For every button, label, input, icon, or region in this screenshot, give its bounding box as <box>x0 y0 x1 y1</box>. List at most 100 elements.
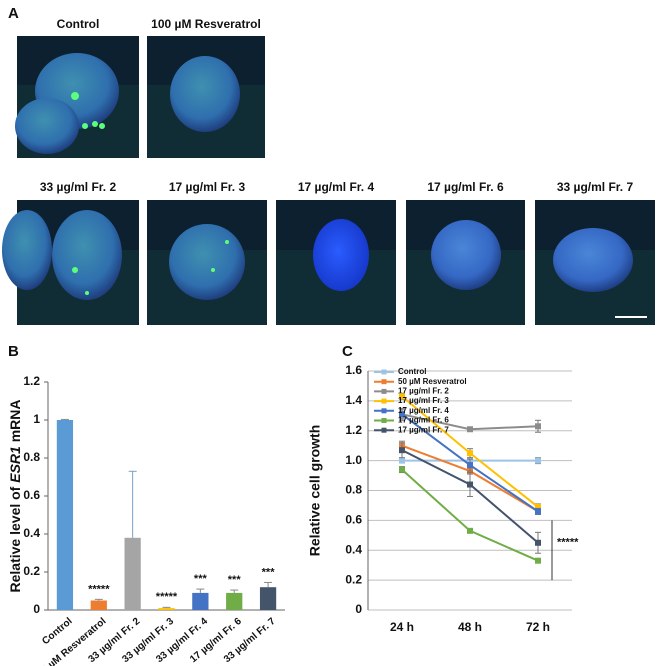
legend-marker <box>381 379 387 385</box>
panel-label: A <box>8 5 19 22</box>
bar <box>56 420 74 610</box>
legend-marker <box>381 388 387 394</box>
foci <box>71 92 79 100</box>
panel-label: C <box>342 343 353 360</box>
legend-label: 17 µg/ml Fr. 2 <box>398 387 449 396</box>
significance-label: ***** <box>156 591 178 603</box>
point <box>535 508 541 515</box>
y-tick-label: 0 <box>355 602 362 616</box>
micrograph <box>276 200 396 325</box>
foci <box>82 123 88 129</box>
x-tick-label: 72 h <box>526 620 550 634</box>
foci <box>211 268 215 272</box>
nucleus <box>169 224 245 300</box>
nucleus <box>170 56 240 132</box>
point <box>399 393 405 400</box>
point <box>399 411 405 418</box>
y-axis-label: Relative cell growth <box>307 425 323 556</box>
bar <box>124 537 141 610</box>
bar <box>259 587 277 610</box>
y-tick-label: 1.2 <box>23 374 40 388</box>
legend-marker <box>381 418 387 423</box>
foci <box>92 121 98 127</box>
point <box>467 481 473 488</box>
image-caption: Control <box>57 17 100 31</box>
significance-label: ***** <box>88 583 110 595</box>
legend-marker <box>381 369 387 375</box>
y-tick-label: 0.8 <box>345 483 362 497</box>
legend-label: 17 µg/ml Fr. 3 <box>398 396 449 405</box>
point <box>535 503 541 510</box>
legend-marker <box>381 408 387 414</box>
legend-marker <box>381 398 387 404</box>
image-caption: 17 µg/ml Fr. 6 <box>427 180 504 194</box>
nucleus <box>2 210 52 290</box>
micrograph <box>147 200 267 325</box>
x-tick-label: 48 h <box>458 620 482 634</box>
y-axis-label-part: ESR1 <box>7 446 23 483</box>
foci <box>72 267 78 273</box>
image-caption: 17 µg/ml Fr. 3 <box>169 180 246 194</box>
bar <box>192 592 209 610</box>
y-tick-label: 1.0 <box>345 453 362 467</box>
y-tick-label: 0.6 <box>345 513 362 527</box>
micrograph <box>147 36 265 158</box>
point <box>399 457 405 464</box>
y-tick-label: 1.4 <box>345 393 362 407</box>
y-tick-label: 1.2 <box>345 423 362 437</box>
foci <box>99 123 105 129</box>
point <box>535 423 541 430</box>
bar <box>90 600 107 610</box>
image-caption: 33 µg/ml Fr. 2 <box>40 180 117 194</box>
point <box>467 462 473 469</box>
micrograph <box>535 200 655 325</box>
point <box>535 457 541 464</box>
nucleus <box>52 210 122 300</box>
bar <box>158 608 175 610</box>
y-tick-label: 0.8 <box>23 450 40 464</box>
legend-marker <box>381 427 387 433</box>
point <box>467 450 473 457</box>
image-caption: 17 µg/ml Fr. 4 <box>298 180 375 194</box>
y-tick-label: 0.2 <box>23 564 40 578</box>
point <box>535 557 541 564</box>
image-caption: 100 µM Resveratrol <box>151 17 261 31</box>
foci <box>85 291 89 295</box>
micrograph <box>15 36 139 158</box>
x-tick-label: 24 h <box>390 620 414 634</box>
significance-label: *** <box>194 573 208 585</box>
point <box>399 447 405 454</box>
nucleus <box>431 220 501 290</box>
y-axis-label-part: mRNA <box>7 400 23 447</box>
y-axis-label-part: Relative level of <box>7 483 23 593</box>
bar <box>226 592 243 610</box>
y-tick-label: 1.6 <box>345 363 362 377</box>
panel-label: B <box>8 343 19 360</box>
y-tick-label: 0.4 <box>345 542 362 556</box>
significance-label: *** <box>262 566 276 578</box>
y-tick-label: 0.4 <box>23 526 40 540</box>
point <box>467 426 473 433</box>
foci <box>225 240 229 244</box>
legend-label: 50 µM Resveratrol <box>398 377 467 386</box>
point <box>467 527 473 534</box>
nucleus <box>313 219 369 291</box>
y-axis-label: Relative level of ESR1 mRNA <box>7 400 23 593</box>
point <box>535 539 541 546</box>
micrograph <box>2 200 139 325</box>
nucleus <box>553 228 633 292</box>
y-tick-label: 1 <box>33 412 40 426</box>
legend-label: 17 µg/ml Fr. 6 <box>398 416 449 425</box>
y-tick-label: 0.2 <box>345 572 362 586</box>
significance-label: *** <box>228 574 242 586</box>
micrograph <box>406 200 525 325</box>
legend-label: 17 µg/ml Fr. 4 <box>398 406 449 415</box>
legend-label: Control <box>398 367 426 376</box>
y-tick-label: 0.6 <box>23 488 40 502</box>
significance-label: ***** <box>557 537 579 549</box>
y-tick-label: 0 <box>33 602 40 616</box>
nucleus <box>15 98 79 154</box>
image-caption: 33 µg/ml Fr. 7 <box>557 180 634 194</box>
legend-label: 17 µg/ml Fr. 7 <box>398 425 449 434</box>
